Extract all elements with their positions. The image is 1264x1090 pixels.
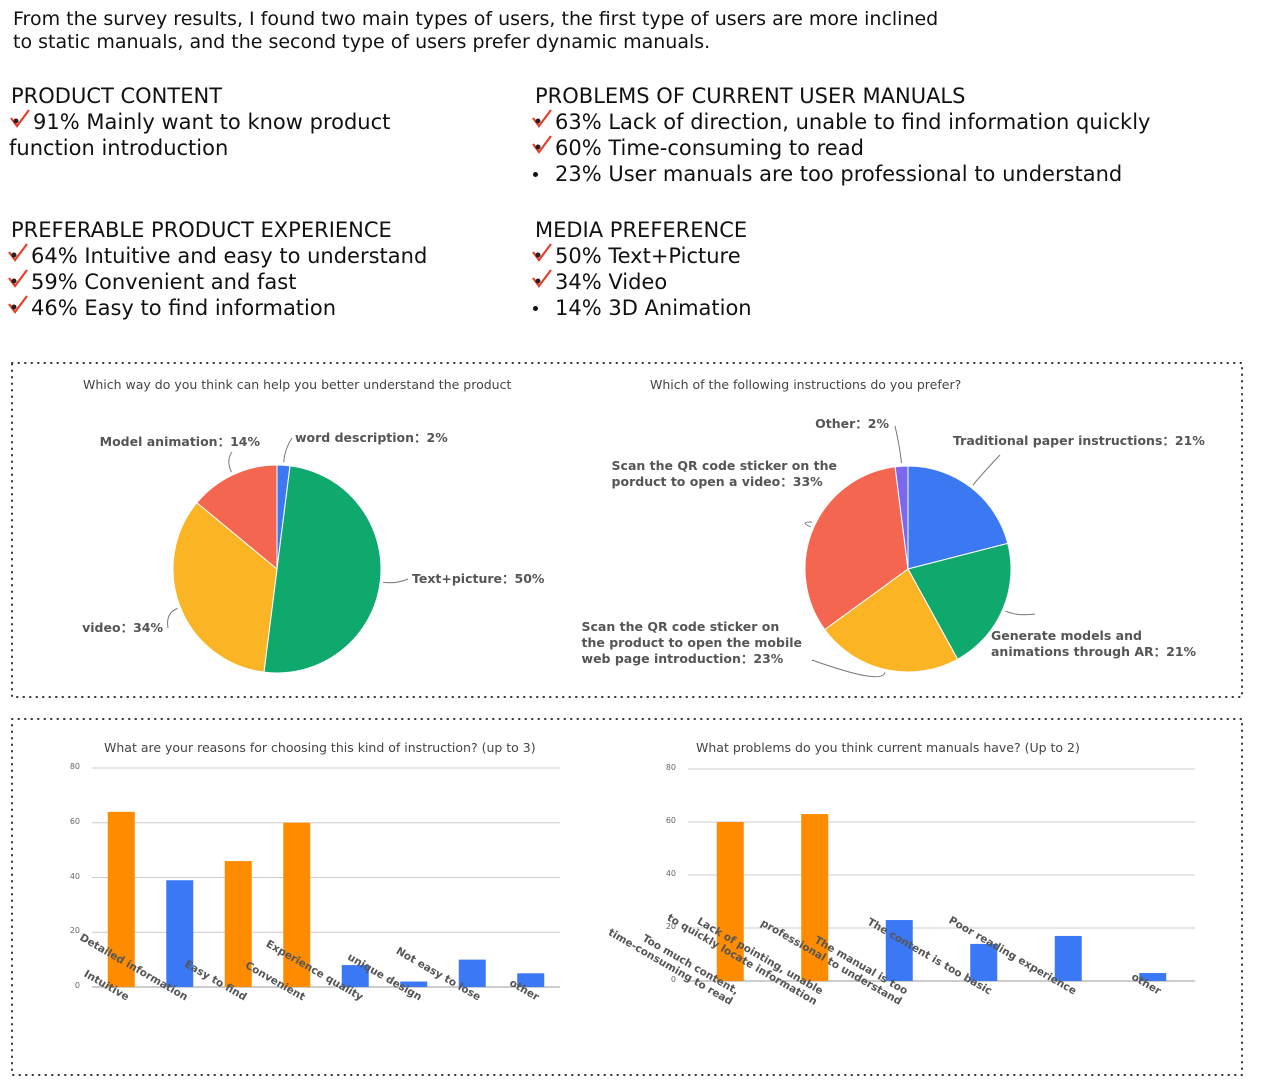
slice-label: Scan the QR code sticker on the porduct … <box>611 458 837 489</box>
bar <box>1139 973 1167 981</box>
slice-label: Traditional paper instructions：21% <box>953 433 1205 448</box>
check-mark <box>532 135 552 154</box>
bar <box>224 861 252 987</box>
section-item: 63% Lack of direction, unable to find in… <box>531 109 1255 135</box>
chart-title: What are your reasons for choosing this … <box>104 740 536 755</box>
pie-slice <box>823 568 959 673</box>
bar <box>341 965 369 987</box>
bar <box>716 822 744 981</box>
section-item: 14% 3D Animation <box>531 295 1255 321</box>
bar <box>166 880 194 987</box>
slice-label: Model animation：14% <box>99 434 260 449</box>
bar <box>458 959 486 987</box>
leader-line <box>811 659 886 678</box>
bullet <box>533 172 538 177</box>
chart-title: Which of the following instructions do y… <box>650 377 962 392</box>
bar <box>885 920 913 981</box>
leader-line <box>383 578 409 584</box>
slice-label: Scan the QR code sticker on the product … <box>581 619 802 666</box>
section-item: 34% Video <box>531 269 1255 295</box>
y-tick-label: 80 <box>665 763 676 772</box>
leader-line <box>283 437 293 463</box>
pie-slice <box>907 542 1012 660</box>
section-title: PREFERABLE PRODUCT EXPERIENCE <box>11 218 392 242</box>
pie-slice <box>907 465 1009 570</box>
y-tick-label: 60 <box>69 816 80 826</box>
check-mark <box>8 243 28 262</box>
bar <box>801 814 829 981</box>
pie-slice <box>196 464 278 571</box>
section-item: 59% Convenient and fast <box>7 269 731 295</box>
dotted-box <box>11 718 1243 1076</box>
section-title: PRODUCT CONTENT <box>11 84 223 108</box>
bar <box>107 811 135 987</box>
slice-label: video：34% <box>82 620 163 635</box>
pie-slice <box>894 465 909 570</box>
check-mark <box>532 243 552 262</box>
section-item: 23% User manuals are too professional to… <box>531 161 1255 187</box>
y-tick-label: 40 <box>665 869 676 878</box>
y-tick-label: 0 <box>74 981 80 990</box>
bar <box>517 973 545 987</box>
y-tick-label: 20 <box>69 926 80 936</box>
check-mark <box>8 295 28 314</box>
bar <box>970 943 998 981</box>
chart-title: Which way do you think can help you bett… <box>83 377 512 392</box>
leader-line <box>167 607 178 629</box>
pie-slice <box>263 465 382 674</box>
slice-label: Text+picture：50% <box>412 571 545 586</box>
section-item: 64% Intuitive and easy to understand <box>7 243 731 269</box>
section-item: 50% Text+Picture <box>531 243 1255 269</box>
bar <box>283 822 311 987</box>
y-tick-label: 20 <box>665 922 676 931</box>
section-title: PROBLEMS OF CURRENT USER MANUALS <box>535 84 966 108</box>
y-tick-label: 0 <box>670 975 676 984</box>
section-item: 46% Easy to find information <box>7 295 731 321</box>
chart-title: What problems do you think current manua… <box>696 740 1080 755</box>
section-title: MEDIA PREFERENCE <box>535 218 748 242</box>
check-mark <box>532 109 552 128</box>
leader-line <box>1005 610 1036 616</box>
check-mark <box>10 109 30 128</box>
check-mark <box>532 269 552 288</box>
pie-slice <box>172 502 278 673</box>
slice-label: word description：2% <box>295 430 448 445</box>
leader-line <box>894 425 902 464</box>
intro: From the survey results, I found two mai… <box>13 8 939 53</box>
pie-slice <box>804 466 909 631</box>
section-item: 91% Mainly want to know product function… <box>9 109 391 160</box>
slice-label: Other：2% <box>815 416 889 431</box>
dotted-box <box>11 362 1243 698</box>
leader-line <box>972 454 1001 486</box>
section-item: 60% Time-consuming to read <box>531 135 1255 161</box>
bar <box>400 981 428 987</box>
leader-line <box>804 521 813 528</box>
bullet <box>533 306 538 311</box>
slice-label: Generate models and animations through A… <box>991 628 1197 659</box>
y-tick-label: 40 <box>69 871 80 881</box>
bar <box>1054 935 1082 981</box>
y-tick-label: 80 <box>69 762 80 771</box>
check-mark <box>8 269 28 288</box>
leader-line <box>228 451 233 473</box>
y-tick-label: 60 <box>665 816 676 825</box>
